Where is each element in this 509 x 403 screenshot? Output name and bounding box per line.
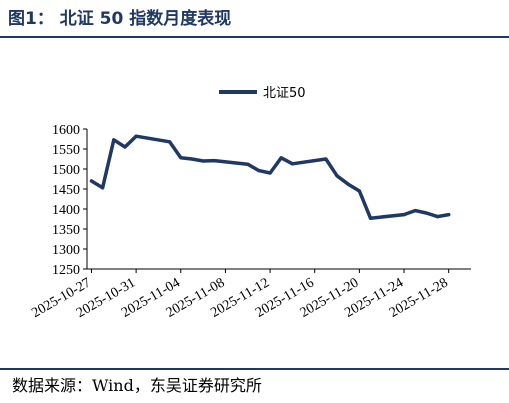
- data-point: [268, 171, 272, 175]
- data-point: [435, 215, 440, 219]
- data-point: [324, 157, 328, 161]
- data-point: [246, 162, 250, 166]
- y-tick-label: 1350: [52, 223, 80, 238]
- line-chart: 北证50 12501300135014001450150015501600202…: [29, 86, 471, 321]
- data-point: [368, 216, 373, 220]
- title-divider: [0, 36, 509, 38]
- data-point: [201, 159, 205, 163]
- chart-axes: 125013001350140014501500155016002025-10-…: [29, 123, 471, 321]
- data-point: [112, 138, 116, 142]
- data-point: [89, 179, 94, 183]
- y-tick-label: 1300: [52, 243, 80, 258]
- y-tick-label: 1450: [52, 183, 80, 198]
- data-point: [168, 140, 172, 144]
- chart-series: [89, 134, 451, 220]
- chart-legend: 北证50: [219, 86, 306, 101]
- y-tick-label: 1500: [52, 163, 80, 178]
- data-point: [123, 145, 127, 149]
- data-point: [402, 213, 406, 217]
- y-tick-label: 1550: [52, 143, 80, 158]
- y-tick-label: 1600: [52, 123, 80, 138]
- data-point: [179, 156, 183, 160]
- data-point: [190, 157, 194, 161]
- data-point: [101, 186, 105, 190]
- source-divider: [0, 368, 509, 370]
- data-source-note: 数据来源：Wind，东吴证券研究所: [12, 376, 262, 395]
- data-point: [134, 134, 138, 138]
- data-point: [424, 211, 428, 215]
- legend-label: 北证50: [263, 86, 306, 101]
- data-point: [279, 156, 283, 160]
- figure-title: 图1： 北证 50 指数月度表现: [8, 9, 232, 29]
- data-point: [212, 159, 216, 163]
- data-point: [335, 174, 339, 178]
- data-point: [357, 189, 361, 193]
- y-tick-label: 1400: [52, 203, 80, 218]
- data-point: [290, 162, 294, 166]
- data-point: [447, 213, 451, 217]
- y-tick-label: 1250: [52, 263, 80, 278]
- data-point: [346, 182, 350, 186]
- series-line-bz50: [89, 134, 451, 220]
- data-point: [257, 169, 261, 173]
- data-point: [413, 209, 417, 213]
